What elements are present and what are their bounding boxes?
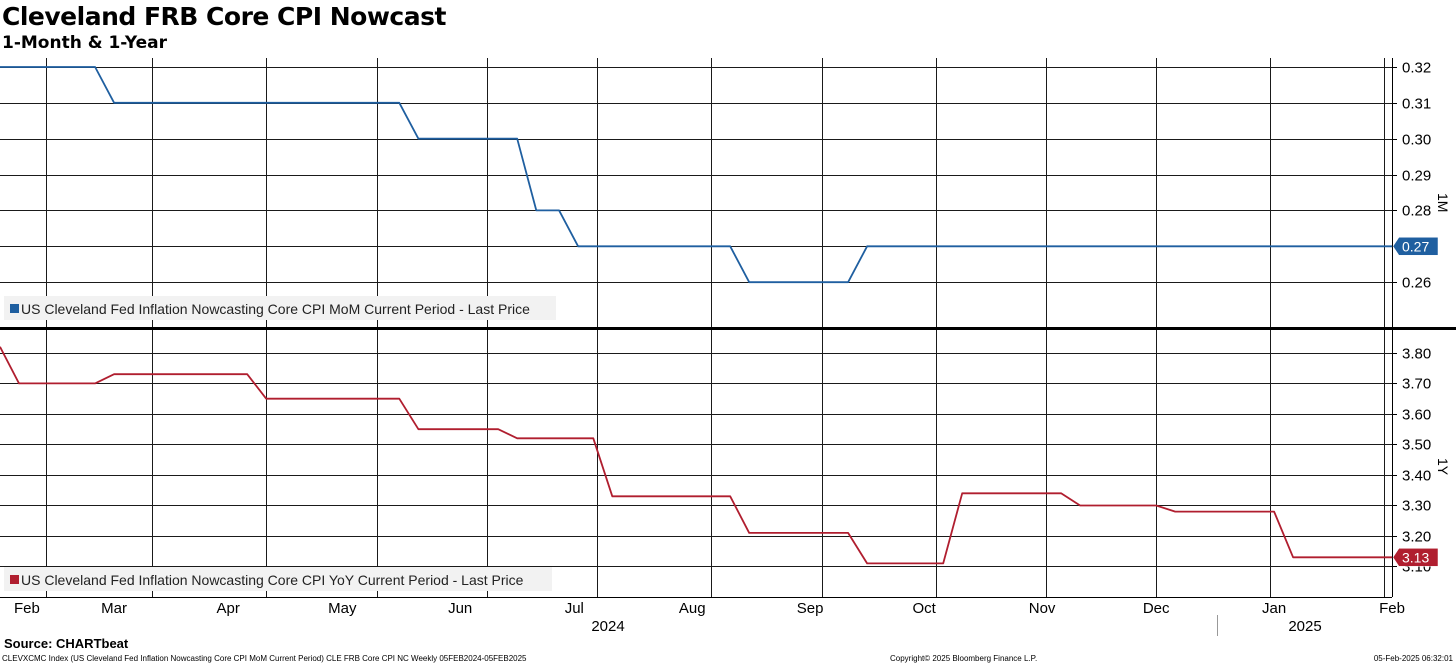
top-ytick-label-2: 0.28	[1402, 203, 1431, 220]
mom-legend-box	[4, 296, 556, 320]
footer-timestamp: 05-Feb-2025 06:32:01	[1373, 654, 1453, 663]
x-tick-label-dec-10: Dec	[1143, 600, 1170, 617]
axes	[0, 58, 1456, 636]
x-year-label-2024: 2024	[591, 618, 624, 635]
mom-legend-swatch	[10, 304, 19, 313]
x-tick-label-feb-12: Feb	[1379, 600, 1405, 617]
x-tick-label-oct-8: Oct	[913, 600, 937, 617]
x-tick-label-may-3: May	[328, 600, 357, 617]
top-ytick-label-3: 0.29	[1402, 168, 1431, 185]
mom-last-price-label: 0.27	[1402, 238, 1429, 254]
yoy-last-price-flag	[1392, 548, 1439, 567]
bottom-ytick-label-6: 3.70	[1402, 376, 1431, 393]
bottom-axis-label: 1Y	[1435, 458, 1451, 476]
x-tick-label-jan-11: Jan	[1262, 600, 1286, 617]
mom-legend-text: US Cleveland Fed Inflation Nowcasting Co…	[21, 301, 530, 317]
bottom-ytick-label-4: 3.50	[1402, 437, 1431, 454]
x-tick-label-aug-6: Aug	[679, 600, 706, 617]
top-ytick-label-4: 0.30	[1402, 132, 1431, 149]
chart-title: Cleveland FRB Core CPI Nowcast	[2, 2, 446, 31]
yoy-legend-text: US Cleveland Fed Inflation Nowcasting Co…	[21, 572, 524, 588]
chart-subtitle: 1-Month & 1-Year	[2, 33, 167, 53]
x-year-label-2025: 2025	[1288, 618, 1321, 635]
bottom-panel-grid	[0, 353, 1397, 567]
mom-series-line	[0, 66, 1392, 284]
yoy-last-price-label: 3.13	[1402, 549, 1429, 565]
top-ytick-label-0: 0.26	[1402, 275, 1431, 292]
bottom-ytick-label-2: 3.30	[1402, 498, 1431, 515]
yoy-series-line	[0, 346, 1392, 565]
bottom-ytick-label-7: 3.80	[1402, 346, 1431, 363]
bottom-ytick-label-5: 3.60	[1402, 407, 1431, 424]
yoy-legend-swatch	[10, 575, 19, 584]
x-tick-label-sep-7: Sep	[797, 600, 824, 617]
bottom-ytick-label-1: 3.20	[1402, 529, 1431, 546]
top-panel-grid	[0, 67, 1397, 283]
bottom-ytick-label-3: 3.40	[1402, 468, 1431, 485]
footer-ticker-note: CLEVXCMC Index (US Cleveland Fed Inflati…	[2, 654, 527, 663]
x-tick-label-jul-5: Jul	[565, 600, 584, 617]
source-note: Source: CHARTbeat	[4, 636, 129, 651]
footer-copyright: Copyright© 2025 Bloomberg Finance L.P.	[890, 654, 1038, 663]
labels-layer: 0.260.270.280.290.300.310.323.103.203.30…	[4, 60, 1451, 635]
top-axis-label: 1M	[1435, 193, 1451, 212]
series-layer	[0, 66, 1392, 565]
x-tick-label-mar-1: Mar	[101, 600, 127, 617]
x-tick-label-feb-0: Feb	[14, 600, 40, 617]
top-ytick-label-6: 0.32	[1402, 60, 1431, 77]
top-ytick-label-5: 0.31	[1402, 96, 1431, 113]
mom-last-price-flag	[1392, 237, 1439, 256]
x-tick-label-apr-2: Apr	[217, 600, 240, 617]
yoy-legend-box	[4, 567, 552, 591]
x-tick-label-nov-9: Nov	[1029, 600, 1056, 617]
x-tick-label-jun-4: Jun	[448, 600, 472, 617]
